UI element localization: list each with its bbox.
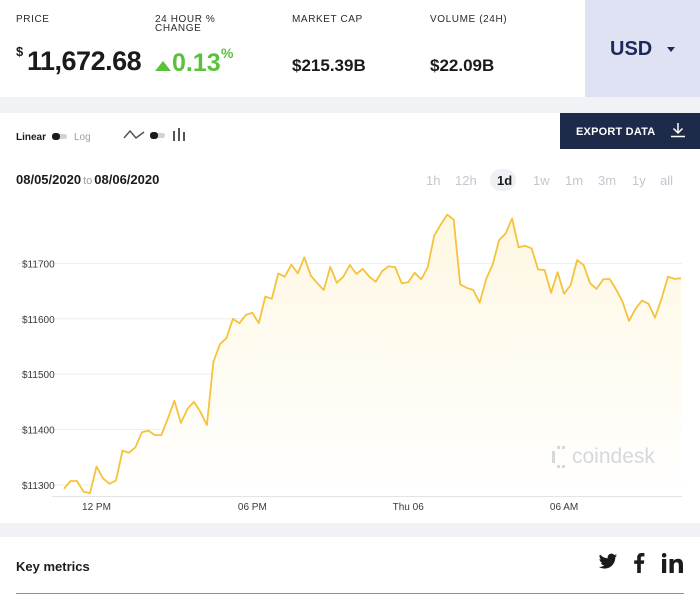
date-to-word: to (83, 175, 93, 187)
range-1d[interactable]: 1d (497, 173, 513, 188)
caret-down-icon (667, 47, 675, 52)
range-12h[interactable]: 12h (455, 173, 477, 188)
range-1m[interactable]: 1m (565, 173, 584, 188)
date-from: 08/05/2020 (16, 172, 82, 187)
linear-log-toggle[interactable] (52, 133, 67, 140)
key-metrics-title: Key metrics (16, 559, 90, 574)
line-chart-icon[interactable] (123, 128, 145, 142)
currency-label: USD (610, 38, 653, 60)
up-arrow-icon (155, 61, 171, 71)
market-cap-value: $215.39B (292, 56, 366, 75)
coindesk-watermark-text: coindesk (572, 445, 655, 468)
price-line (63, 213, 682, 495)
date-to: 08/06/2020 (94, 172, 160, 187)
key-metrics-section: Key metrics (0, 537, 700, 594)
price-label: PRICE (16, 14, 50, 25)
facebook-icon[interactable] (633, 553, 645, 573)
y-tick-label: $11700 (22, 259, 55, 270)
change-unit: % (221, 45, 234, 61)
price-currency-symbol: $ (16, 44, 24, 59)
change-value: 0.13 (172, 49, 221, 77)
currency-selector[interactable]: USD (585, 0, 700, 97)
range-1h[interactable]: 1h (426, 173, 441, 188)
price-chart-card: $11300 $11400 $11500 $11600 $11700 12 PM 06 PM… (0, 113, 700, 523)
price-stats-bar: PRICE $ 11,672.68 24 HOUR % CHANGE 0.13 … (0, 0, 700, 97)
x-tick-label: Thu 06 (393, 502, 425, 513)
volume-value: $22.09B (430, 56, 495, 75)
volume-label: VOLUME (24H) (430, 14, 508, 25)
market-cap-label: MARKET CAP (292, 14, 363, 25)
active-range-highlight (490, 169, 516, 191)
export-data-label: EXPORT DATA (576, 126, 656, 138)
linkedin-icon[interactable] (662, 553, 684, 573)
x-tick-label: 06 AM (550, 502, 578, 513)
range-1w[interactable]: 1w (533, 173, 550, 188)
x-tick-label: 12 PM (82, 502, 111, 513)
linear-scale-label: Linear (16, 132, 47, 143)
range-3m[interactable]: 3m (598, 173, 617, 188)
export-data-button[interactable]: EXPORT DATA (560, 113, 700, 149)
range-1y[interactable]: 1y (632, 173, 646, 188)
price-value: 11,672.68 (27, 46, 142, 76)
y-tick-label: $11300 (22, 481, 55, 492)
coindesk-logo-icon (552, 446, 565, 468)
chart-style-toggle[interactable] (150, 132, 165, 139)
twitter-icon[interactable] (598, 553, 618, 571)
log-scale-label: Log (74, 132, 91, 143)
change-label-line2: CHANGE (155, 23, 202, 34)
y-tick-label: $11400 (22, 426, 55, 437)
candlestick-chart-icon[interactable] (172, 128, 186, 142)
price-chart: $11300 $11400 $11500 $11600 $11700 12 PM 06 PM… (18, 213, 682, 513)
change-label-line1: 24 HOUR % (155, 14, 216, 25)
date-range: 08/05/2020 to 08/06/2020 (16, 172, 159, 187)
download-icon (671, 123, 685, 138)
y-tick-label: $11500 (22, 370, 55, 381)
toggle-knob (150, 132, 158, 139)
range-all[interactable]: all (660, 173, 674, 188)
toggle-knob (52, 133, 60, 140)
y-tick-label: $11600 (22, 315, 55, 326)
x-tick-label: 06 PM (238, 502, 267, 513)
price-area (64, 214, 681, 496)
